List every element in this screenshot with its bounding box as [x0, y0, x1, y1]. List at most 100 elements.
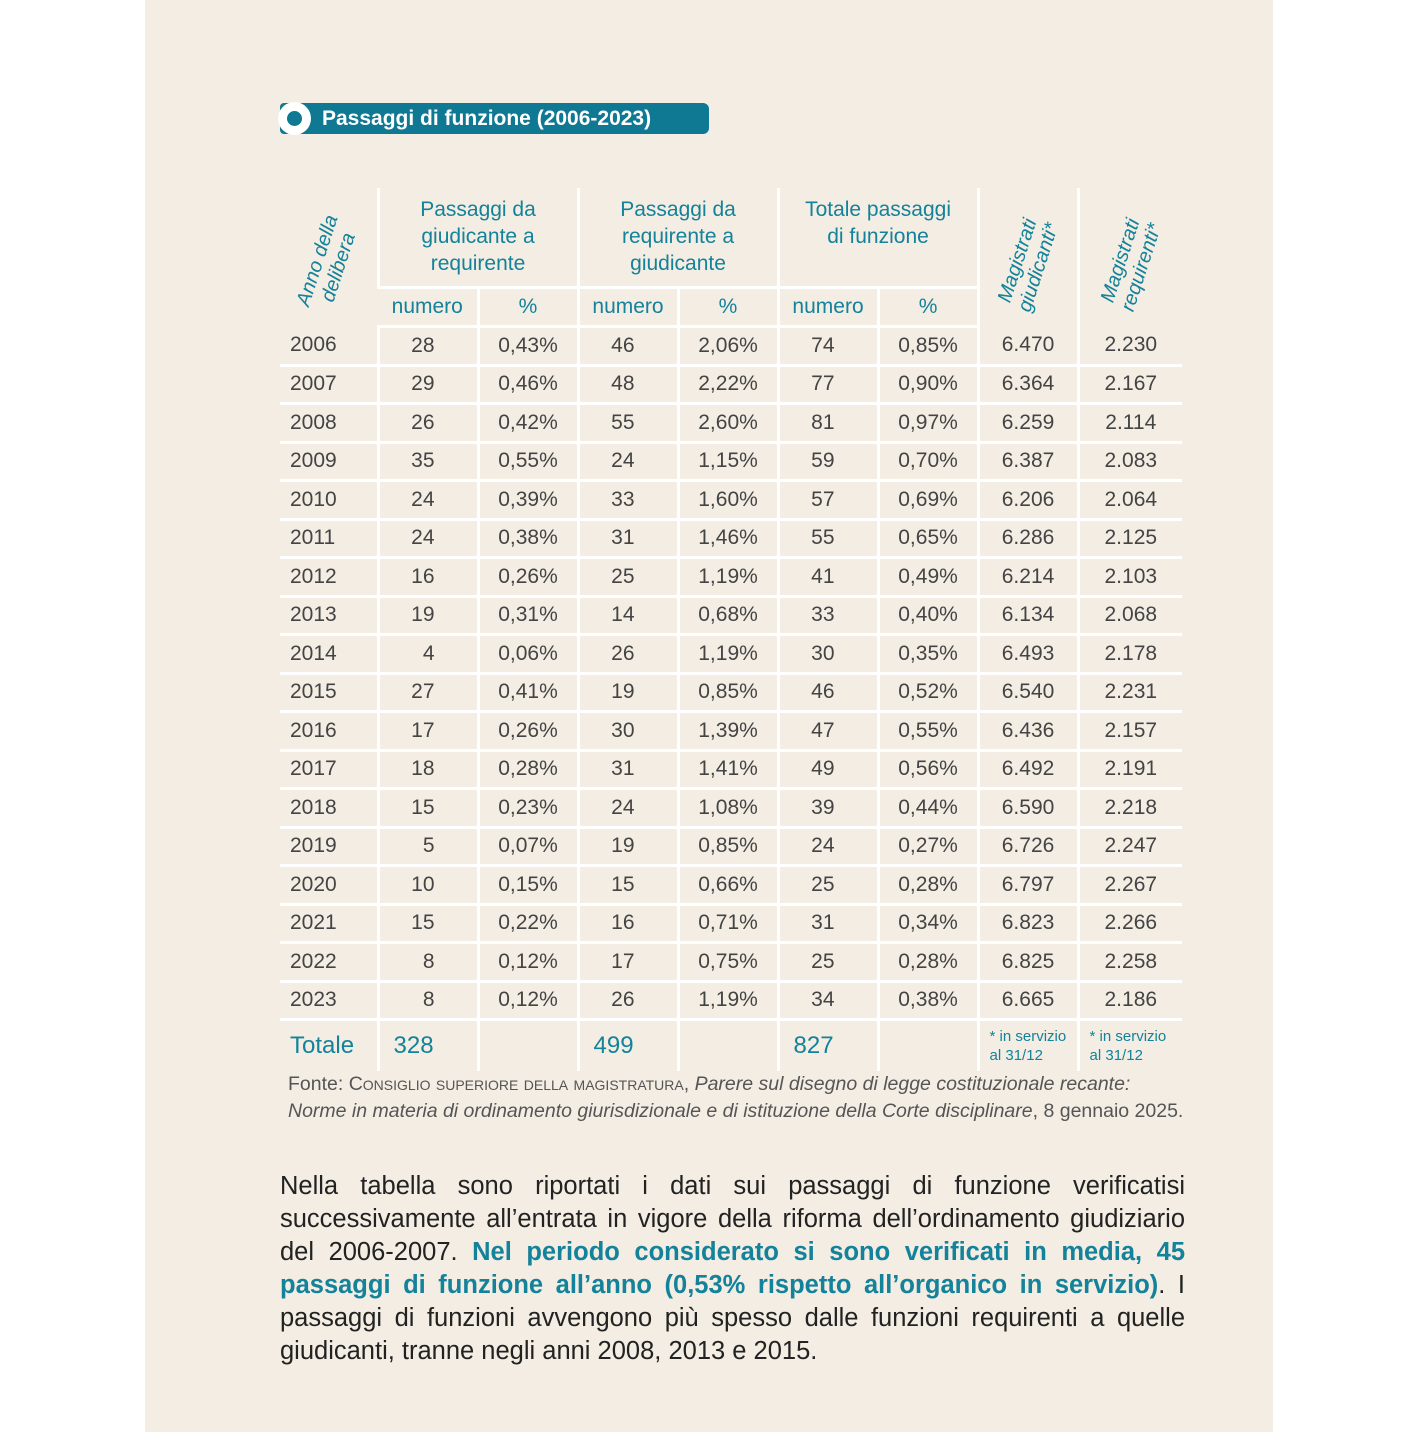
cell-r-to-g-pct: 1,19% [676, 981, 779, 1021]
cell-magistrati-requirenti: 2.125 [1076, 519, 1183, 559]
cell-magistrati-giudicanti: 6.825 [976, 942, 1079, 983]
cell-total-numero: 41 [776, 557, 879, 598]
cell-total-numero: 47 [776, 711, 879, 752]
cell-year: 2008 [280, 403, 378, 444]
cell-magistrati-requirenti: 2.064 [1076, 480, 1183, 521]
cell-magistrati-requirenti: 2.231 [1076, 673, 1183, 713]
cell-r-to-g-pct: 2,22% [676, 365, 779, 405]
cell-magistrati-requirenti: 2.191 [1076, 750, 1183, 790]
cell-total-pct: 0,69% [876, 480, 979, 521]
cell-magistrati-requirenti: 2.267 [1076, 865, 1183, 906]
source-date: , 8 gennaio 2025. [1032, 1100, 1184, 1122]
cell-r-to-g-pct: 0,85% [676, 827, 779, 867]
cell-magistrati-requirenti: 2.186 [1076, 981, 1183, 1021]
table-row: 2021 15 0,22% 16 0,71% 31 0,34% 6.823 2.266 [280, 904, 1183, 944]
table-row: 2022 8 0,12% 17 0,75% 25 0,28% 6.825 2.258 [280, 942, 1183, 983]
cell-magistrati-requirenti: 2.167 [1076, 365, 1183, 405]
cell-magistrati-giudicanti: 6.286 [976, 519, 1079, 559]
cell-year: 2021 [280, 904, 378, 944]
cell-r-to-g-numero: 24 [576, 442, 679, 482]
header-year: Anno della delibera [292, 212, 361, 310]
cell-year: 2006 [280, 326, 378, 367]
cell-r-to-g-numero: 16 [576, 904, 679, 944]
cell-magistrati-requirenti: 2.083 [1076, 442, 1183, 482]
cell-g-to-r-numero: 24 [376, 480, 478, 521]
cell-magistrati-giudicanti: 6.590 [976, 788, 1079, 829]
table-row: 2007 29 0,46% 48 2,22% 77 0,90% 6.364 2.167 [280, 365, 1183, 405]
cell-g-to-r-numero: 35 [376, 442, 478, 482]
cell-magistrati-giudicanti: 6.470 [976, 326, 1079, 367]
cell-r-to-g-pct: 0,75% [676, 942, 779, 983]
cell-g-to-r-pct: 0,22% [476, 904, 579, 944]
cell-r-to-g-pct: 0,68% [676, 596, 779, 636]
cell-g-to-r-pct: 0,43% [476, 326, 579, 367]
cell-r-to-g-pct: 1,19% [676, 557, 779, 598]
subheader-pct: % [876, 287, 979, 328]
cell-total-pct: 0,97% [876, 403, 979, 444]
table-row: 2006 28 0,43% 46 2,06% 74 0,85% 6.470 2.230 [280, 326, 1183, 367]
cell-magistrati-requirenti: 2.103 [1076, 557, 1183, 598]
cell-magistrati-giudicanti: 6.665 [976, 981, 1079, 1021]
cell-total-numero: 30 [776, 634, 879, 675]
cell-g-to-r-pct: 0,23% [476, 788, 579, 829]
cell-g-to-r-numero: 19 [376, 596, 478, 636]
cell-g-to-r-pct: 0,12% [476, 942, 579, 983]
cell-r-to-g-numero: 55 [576, 403, 679, 444]
cell-g-to-r-pct: 0,26% [476, 711, 579, 752]
body-highlight: Nel periodo considerato si sono verifica… [280, 1238, 1186, 1299]
cell-r-to-g-pct: 1,19% [676, 634, 779, 675]
cell-total-numero: 34 [776, 981, 879, 1021]
cell-g-to-r-numero: 5 [376, 827, 478, 867]
cell-year: 2018 [280, 788, 378, 829]
cell-total-pct: 0,28% [876, 942, 979, 983]
cell-total-pct: 0,70% [876, 442, 979, 482]
cell-g-to-r-numero: 16 [376, 557, 478, 598]
cell-total-pct: 0,27% [876, 827, 979, 867]
cell-r-to-g-numero: 17 [576, 942, 679, 983]
subheader-numero: numero [776, 287, 879, 328]
cell-g-to-r-pct: 0,42% [476, 403, 579, 444]
subheader-numero: numero [576, 287, 679, 328]
cell-g-to-r-pct: 0,55% [476, 442, 579, 482]
cell-total-pct: 0,40% [876, 596, 979, 636]
cell-magistrati-giudicanti: 6.493 [976, 634, 1079, 675]
cell-g-to-r-numero: 8 [376, 942, 478, 983]
note-giudicanti: * in servizio al 31/12 [976, 1019, 1079, 1071]
totals-row: Totale 328 499 827 * in servizio al 31/1… [280, 1019, 1183, 1071]
cell-r-to-g-numero: 15 [576, 865, 679, 906]
table-row: 2017 18 0,28% 31 1,41% 49 0,56% 6.492 2.191 [280, 750, 1183, 790]
cell-g-to-r-pct: 0,12% [476, 981, 579, 1021]
cell-total-pct: 0,28% [876, 865, 979, 906]
cell-g-to-r-pct: 0,38% [476, 519, 579, 559]
table-row: 2023 8 0,12% 26 1,19% 34 0,38% 6.665 2.186 [280, 981, 1183, 1021]
cell-g-to-r-numero: 24 [376, 519, 478, 559]
cell-total-pct: 0,44% [876, 788, 979, 829]
cell-total-numero: 31 [776, 904, 879, 944]
cell-g-to-r-pct: 0,31% [476, 596, 579, 636]
cell-magistrati-giudicanti: 6.492 [976, 750, 1079, 790]
cell-magistrati-requirenti: 2.247 [1076, 827, 1183, 867]
source-note: Fonte: Consiglio superiore della magistr… [288, 1071, 1188, 1125]
cell-r-to-g-numero: 25 [576, 557, 679, 598]
cell-year: 2022 [280, 942, 378, 983]
cell-magistrati-giudicanti: 6.206 [976, 480, 1079, 521]
cell-g-to-r-pct: 0,15% [476, 865, 579, 906]
cell-year: 2010 [280, 480, 378, 521]
cell-g-to-r-numero: 27 [376, 673, 478, 713]
cell-g-to-r-pct: 0,28% [476, 750, 579, 790]
cell-total-numero: 25 [776, 942, 879, 983]
cell-magistrati-giudicanti: 6.134 [976, 596, 1079, 636]
cell-year: 2014 [280, 634, 378, 675]
subheader-pct: % [676, 287, 779, 328]
cell-total-pct: 0,34% [876, 904, 979, 944]
cell-g-to-r-numero: 26 [376, 403, 478, 444]
cell-total-pct: 0,90% [876, 365, 979, 405]
cell-total-numero: 24 [776, 827, 879, 867]
cell-total-numero: 81 [776, 403, 879, 444]
body-part1: Nella tabella sono riportati i dati sui … [280, 1172, 1185, 1266]
source-title: Parere sul disegno di legge costituziona… [288, 1073, 1131, 1122]
cell-g-to-r-pct: 0,39% [476, 480, 579, 521]
totals-label: Totale [290, 1032, 355, 1059]
cell-magistrati-requirenti: 2.230 [1076, 326, 1183, 367]
cell-magistrati-requirenti: 2.114 [1076, 403, 1183, 444]
